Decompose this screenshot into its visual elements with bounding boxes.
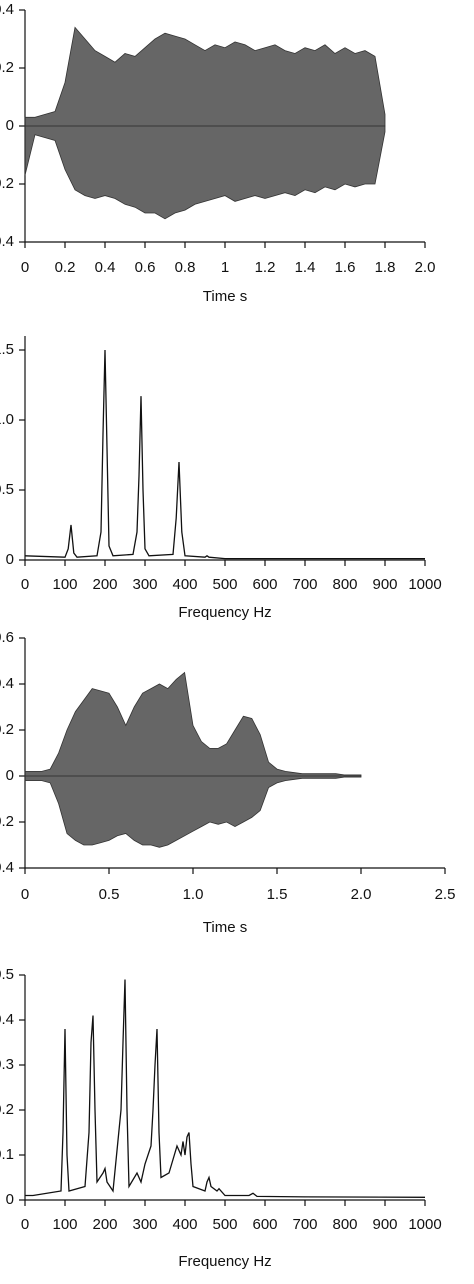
x-tick-label: 400 bbox=[172, 576, 197, 593]
x-tick-label: 2.5 bbox=[435, 886, 456, 903]
spectrum-line bbox=[24, 349, 425, 560]
spectrum-line bbox=[25, 979, 426, 1198]
x-tick-label: 700 bbox=[292, 1216, 317, 1233]
x-tick-label: 1000 bbox=[408, 1216, 441, 1233]
x-tick-label: 300 bbox=[132, 1216, 157, 1233]
waveform-lower bbox=[24, 125, 386, 220]
x-axis-label: Time s bbox=[203, 919, 247, 936]
y-tick-label: 0.2 bbox=[0, 1101, 14, 1118]
x-axis-label: Frequency Hz bbox=[178, 604, 271, 621]
x-tick-label: 0 bbox=[21, 576, 29, 593]
x-axis-label: Time s bbox=[203, 288, 247, 305]
y-tick-label: -0.2 bbox=[0, 813, 14, 830]
y-tick-label: 0 bbox=[6, 1191, 14, 1208]
x-tick-label: 0.2 bbox=[55, 259, 76, 276]
x-tick-label: 500 bbox=[212, 576, 237, 593]
x-tick-label: 900 bbox=[372, 1216, 397, 1233]
x-tick-label: 0 bbox=[21, 886, 29, 903]
waveform-upper bbox=[24, 671, 362, 777]
y-tick-label: 0.1 bbox=[0, 1146, 14, 1163]
x-tick-label: 2.0 bbox=[415, 259, 436, 276]
x-tick-label: 300 bbox=[132, 576, 157, 593]
y-tick-label: 0 bbox=[6, 117, 14, 134]
x-tick-label: 700 bbox=[292, 576, 317, 593]
y-tick-label: 0.2 bbox=[0, 721, 14, 738]
y-tick-label: 0.4 bbox=[0, 1, 14, 18]
x-tick-label: 1.2 bbox=[255, 259, 276, 276]
x-tick-label: 0.6 bbox=[135, 259, 156, 276]
y-tick-label: -0.4 bbox=[0, 859, 14, 876]
x-tick-label: 1.0 bbox=[183, 886, 204, 903]
y-tick-label: 0.2 bbox=[0, 59, 14, 76]
x-tick-label: 100 bbox=[52, 576, 77, 593]
y-tick-label: 1.5 bbox=[0, 341, 14, 358]
x-tick-label: 600 bbox=[252, 1216, 277, 1233]
x-tick-label: 600 bbox=[252, 576, 277, 593]
y-tick-label: 0.5 bbox=[0, 481, 14, 498]
x-tick-label: 0.4 bbox=[95, 259, 116, 276]
x-tick-label: 1000 bbox=[408, 576, 441, 593]
x-axis-label: Frequency Hz bbox=[178, 1253, 271, 1270]
x-tick-label: 1.5 bbox=[267, 886, 288, 903]
y-tick-label: 0.4 bbox=[0, 1011, 14, 1028]
x-tick-label: 1.6 bbox=[335, 259, 356, 276]
x-tick-label: 200 bbox=[92, 576, 117, 593]
y-tick-label: -0.2 bbox=[0, 175, 14, 192]
waveform-upper bbox=[24, 26, 386, 127]
x-tick-label: 1 bbox=[221, 259, 229, 276]
x-tick-label: 0 bbox=[21, 259, 29, 276]
y-tick-label: 0 bbox=[6, 551, 14, 568]
x-tick-label: 800 bbox=[332, 576, 357, 593]
y-tick-label: 0.3 bbox=[0, 1056, 14, 1073]
x-tick-label: 500 bbox=[212, 1216, 237, 1233]
x-tick-label: 900 bbox=[372, 576, 397, 593]
x-tick-label: 0 bbox=[21, 1216, 29, 1233]
x-tick-label: 2.0 bbox=[351, 886, 372, 903]
y-tick-label: 0.4 bbox=[0, 675, 14, 692]
x-tick-label: 400 bbox=[172, 1216, 197, 1233]
x-tick-label: 0.5 bbox=[99, 886, 120, 903]
x-tick-label: 1.8 bbox=[375, 259, 396, 276]
x-tick-label: 100 bbox=[52, 1216, 77, 1233]
x-tick-label: 1.4 bbox=[295, 259, 316, 276]
waveform-lower bbox=[24, 775, 362, 848]
y-tick-label: 0.6 bbox=[0, 629, 14, 646]
x-tick-label: 200 bbox=[92, 1216, 117, 1233]
y-tick-label: 1.0 bbox=[0, 411, 14, 428]
y-tick-label: 0.5 bbox=[0, 966, 14, 983]
x-tick-label: 0.8 bbox=[175, 259, 196, 276]
x-tick-label: 800 bbox=[332, 1216, 357, 1233]
y-tick-label: -0.4 bbox=[0, 233, 14, 250]
y-tick-label: 0 bbox=[6, 767, 14, 784]
